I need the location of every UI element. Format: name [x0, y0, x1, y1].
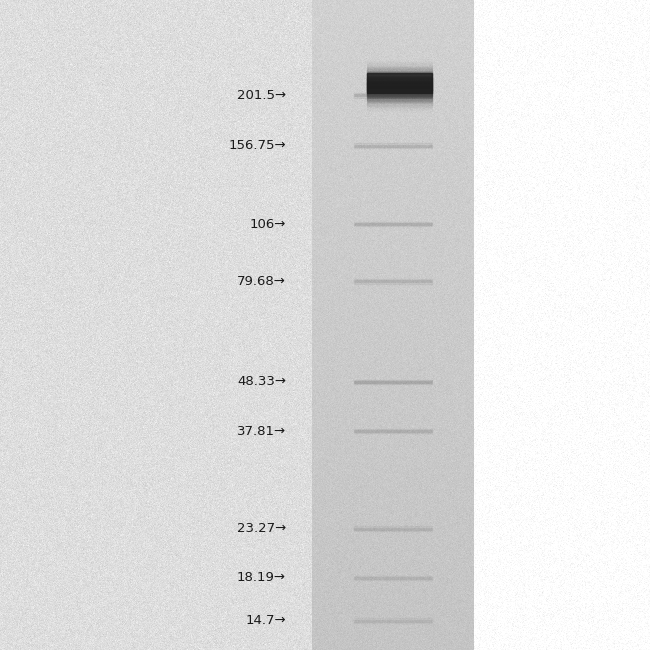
Bar [367, 56, 432, 58]
Bar [367, 96, 432, 98]
Bar [367, 67, 432, 70]
Bar [354, 93, 432, 98]
Bar [367, 112, 432, 114]
Bar [367, 97, 432, 99]
Bar [367, 105, 432, 107]
Bar [367, 88, 432, 91]
Bar [367, 84, 432, 87]
Bar [367, 83, 432, 86]
Bar [367, 78, 432, 81]
Bar [354, 429, 432, 434]
Bar [367, 64, 432, 67]
Bar [367, 62, 432, 64]
Bar [367, 81, 432, 83]
Bar [367, 66, 432, 68]
Bar [367, 82, 432, 85]
Bar [367, 101, 432, 103]
Bar [354, 222, 432, 226]
Bar [367, 90, 432, 92]
Bar [367, 114, 432, 117]
Text: 106→: 106→ [250, 218, 286, 231]
Bar [354, 144, 432, 148]
Bar [367, 63, 432, 66]
Bar [367, 86, 432, 88]
Bar [354, 576, 432, 580]
Text: 37.81→: 37.81→ [237, 424, 286, 437]
Bar [367, 113, 432, 116]
Bar [367, 60, 432, 62]
Text: 23.27→: 23.27→ [237, 522, 286, 535]
Text: 201.5→: 201.5→ [237, 89, 286, 102]
Text: 79.68→: 79.68→ [237, 275, 286, 288]
Bar [367, 109, 432, 112]
Bar [367, 116, 432, 118]
Bar [367, 106, 432, 109]
Bar [367, 108, 432, 111]
Bar [367, 93, 432, 96]
Bar [367, 102, 432, 105]
Bar [367, 98, 432, 101]
Bar [367, 71, 432, 73]
Bar [367, 107, 432, 109]
Text: 48.33→: 48.33→ [237, 375, 286, 388]
Bar [367, 111, 432, 113]
Bar [367, 73, 432, 93]
Bar [367, 103, 432, 106]
Text: 18.19→: 18.19→ [237, 571, 286, 584]
Text: 156.75→: 156.75→ [228, 139, 286, 152]
Bar [367, 75, 432, 78]
Bar [367, 87, 432, 90]
Bar [354, 280, 432, 284]
Bar [367, 55, 432, 57]
Bar [367, 77, 432, 79]
Bar [367, 57, 432, 60]
Bar [367, 91, 432, 94]
Bar [367, 73, 432, 76]
Bar [367, 70, 432, 72]
Bar [367, 72, 432, 75]
Bar [367, 92, 432, 94]
Bar [367, 60, 432, 63]
Bar [354, 526, 432, 531]
Bar [367, 79, 432, 82]
Bar [367, 94, 432, 97]
Bar [367, 75, 432, 77]
Bar [354, 618, 432, 623]
Bar [367, 68, 432, 71]
Bar [367, 58, 432, 61]
Text: 14.7→: 14.7→ [246, 614, 286, 627]
Bar [354, 380, 432, 384]
Bar [367, 99, 432, 102]
